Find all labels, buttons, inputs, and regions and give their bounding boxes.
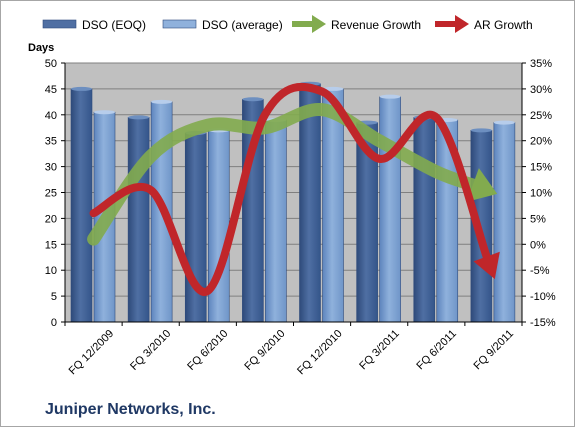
x-tick-label: FQ 12/2010	[295, 328, 345, 378]
y-tick-label: 5	[51, 291, 57, 303]
legend-label: Revenue Growth	[331, 18, 421, 32]
company-label: Juniper Networks, Inc.	[45, 401, 216, 418]
y-tick-label: 15	[45, 239, 57, 251]
y2-tick-label: -10%	[530, 291, 556, 303]
x-tick-label: FQ 9/2011	[471, 328, 516, 373]
x-tick-label: FQ 3/2010	[128, 328, 173, 373]
y-tick-label: 0	[51, 317, 57, 329]
y-axis-title: Days	[28, 42, 54, 54]
legend-label: AR Growth	[474, 18, 533, 32]
y2-tick-label: 0%	[530, 239, 546, 251]
legend-swatch	[42, 19, 77, 29]
bar-top	[322, 86, 344, 91]
bars	[70, 81, 516, 323]
bar-top	[470, 128, 492, 133]
arrow-head	[473, 251, 500, 280]
bar	[207, 130, 230, 323]
bar	[127, 117, 150, 323]
bar	[413, 117, 436, 323]
y2-tick-label: 35%	[530, 58, 552, 70]
y-tick-label: 40	[45, 110, 57, 122]
series-line	[87, 103, 480, 246]
bar	[70, 88, 93, 323]
y2-tick-label: 5%	[530, 213, 546, 225]
y-tick-label: 20	[45, 213, 57, 225]
y2-tick-label: 10%	[530, 188, 552, 200]
bar-top	[493, 120, 515, 125]
y2-tick-label: -5%	[530, 265, 550, 277]
series-lines	[87, 82, 500, 296]
bar	[493, 122, 516, 323]
axes	[61, 62, 526, 326]
x-tick-label: FQ 6/2010	[185, 328, 230, 373]
legend-label: DSO (average)	[202, 18, 283, 32]
y-tick-label: 45	[45, 84, 57, 96]
bar	[322, 88, 344, 323]
y2-tick-label: 30%	[530, 84, 552, 96]
arrow-head	[466, 168, 498, 202]
bar-top	[94, 110, 115, 115]
x-tick-label: FQ 12/2009	[67, 328, 117, 378]
bar-top	[379, 94, 401, 99]
legend: DSO (EOQ) DSO (average) Revenue Growth AR G…	[42, 15, 533, 33]
y2-tick-label: 25%	[530, 110, 552, 122]
legend-arrow-head	[312, 15, 326, 33]
bar-top	[242, 97, 264, 102]
y2-tick-label: 15%	[530, 162, 552, 174]
legend-label: DSO (EOQ)	[82, 18, 146, 32]
y-tick-label: 50	[45, 58, 57, 70]
y-tick-label: 35	[45, 136, 57, 148]
legend-arrow-head	[455, 15, 469, 33]
series-line	[89, 82, 491, 296]
legend-swatch	[162, 19, 197, 29]
y-tick-label: 30	[45, 162, 57, 174]
y2-tick-label: 20%	[530, 136, 552, 148]
bar-top	[128, 115, 150, 120]
bar	[379, 96, 401, 323]
y-tick-label: 10	[45, 265, 57, 277]
bar-top	[151, 99, 173, 104]
x-tick-label: FQ 9/2010	[242, 328, 287, 373]
bar-top	[71, 86, 92, 91]
x-tick-label: FQ 3/2011	[357, 328, 402, 373]
y-tick-label: 25	[45, 188, 57, 200]
bar	[265, 119, 287, 323]
y2-tick-label: -15%	[530, 317, 556, 329]
x-tick-label: FQ 6/2011	[414, 328, 459, 373]
